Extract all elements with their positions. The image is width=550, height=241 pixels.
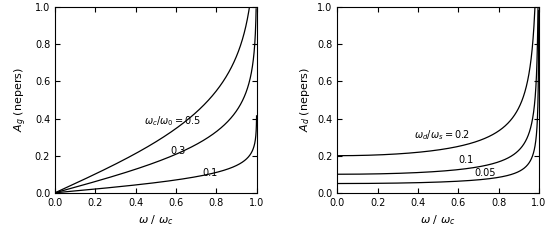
Text: $\omega_d/\omega_s = 0.2$: $\omega_d/\omega_s = 0.2$	[414, 128, 470, 142]
Text: 0.3: 0.3	[170, 146, 185, 156]
Text: 0.05: 0.05	[475, 168, 496, 179]
X-axis label: $\omega \ / \ \omega_c$: $\omega \ / \ \omega_c$	[420, 213, 456, 227]
X-axis label: $\omega \ / \ \omega_c$: $\omega \ / \ \omega_c$	[138, 213, 174, 227]
Text: $\omega_c/\omega_0 = 0.5$: $\omega_c/\omega_0 = 0.5$	[144, 114, 201, 128]
Text: 0.1: 0.1	[202, 168, 217, 178]
Y-axis label: $A_g$ (nepers): $A_g$ (nepers)	[13, 67, 29, 133]
Y-axis label: $A_d$ (nepers): $A_d$ (nepers)	[298, 67, 311, 133]
Text: 0.1: 0.1	[458, 155, 474, 165]
